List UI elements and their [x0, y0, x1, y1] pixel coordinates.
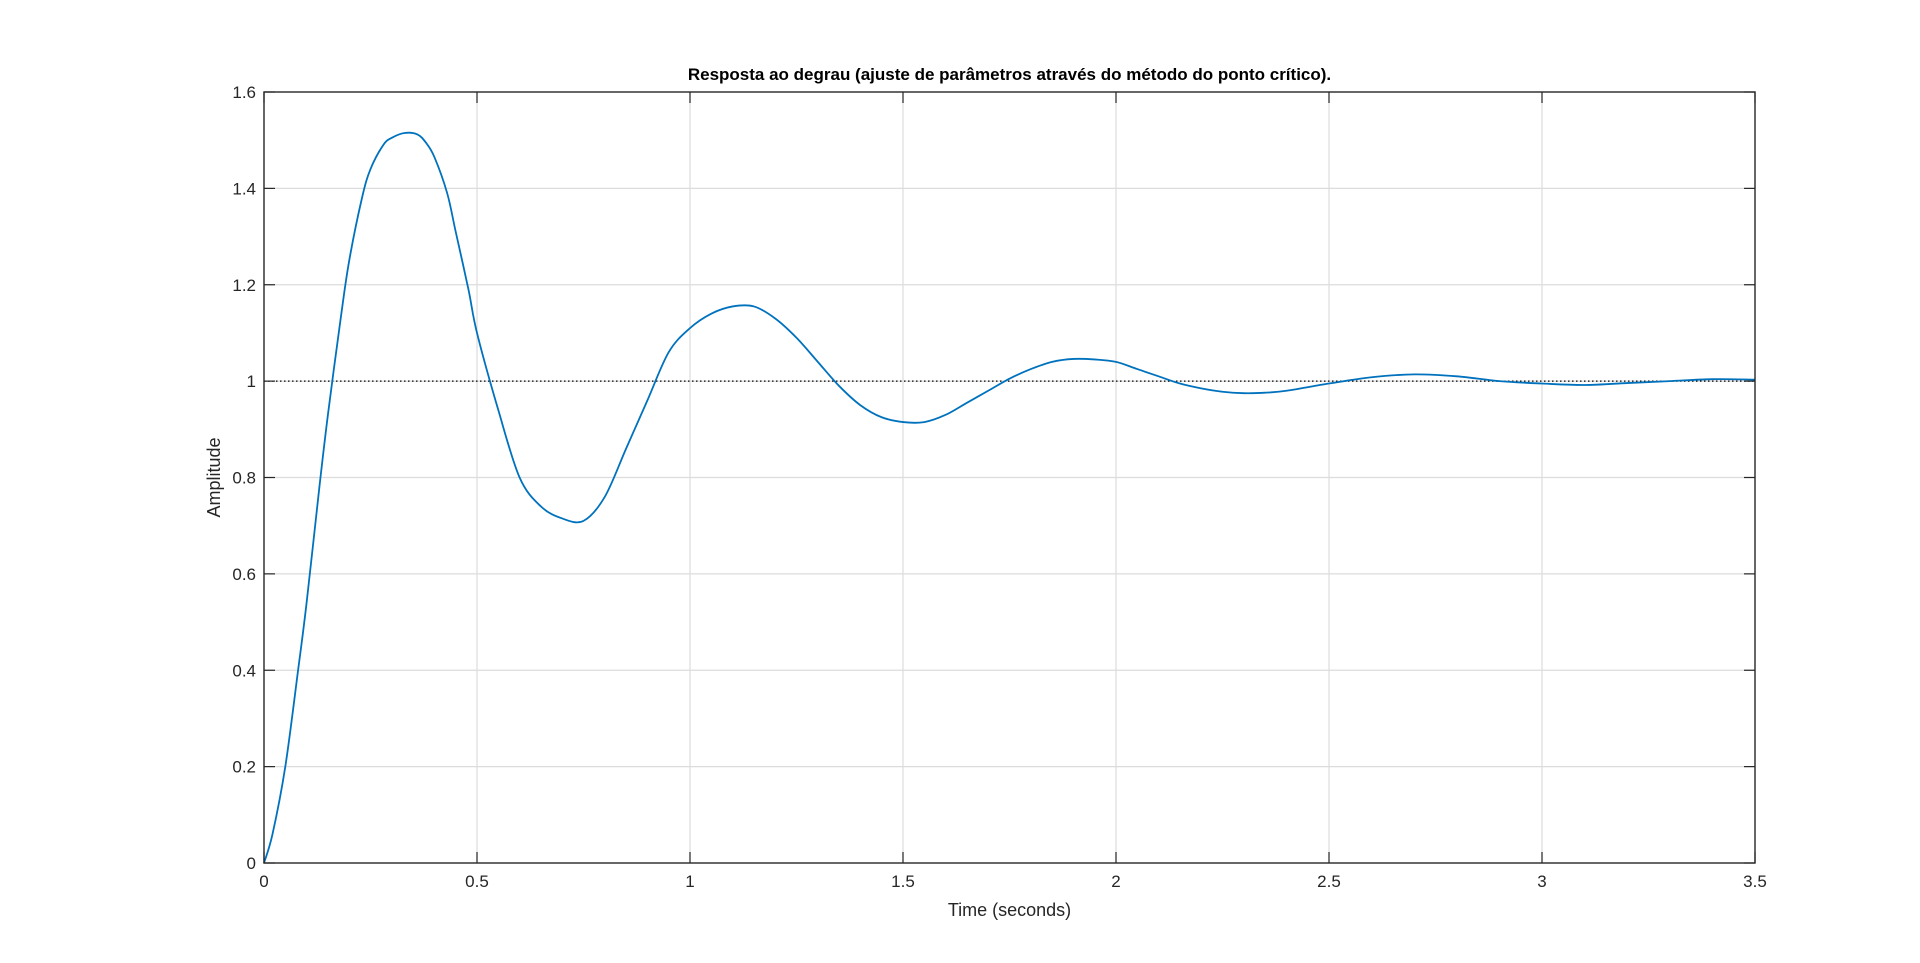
y-tick-label: 1.2 — [232, 276, 256, 295]
tick-marks — [263, 91, 1756, 864]
y-axis-label: Amplitude — [204, 437, 224, 517]
x-tick-label: 0 — [259, 872, 268, 891]
y-tick-label: 0.4 — [232, 661, 256, 680]
y-tick-label: 1 — [247, 372, 256, 391]
chart-title: Resposta ao degrau (ajuste de parâmetros… — [688, 65, 1331, 84]
y-tick-label: 0.8 — [232, 469, 256, 488]
x-tick-label: 3 — [1537, 872, 1546, 891]
x-tick-label: 2 — [1111, 872, 1120, 891]
x-tick-label: 1.5 — [891, 872, 915, 891]
y-tick-label: 1.6 — [232, 83, 256, 102]
y-tick-label: 0 — [247, 854, 256, 873]
grid-lines — [264, 92, 1755, 863]
y-tick-labels: 0 0.2 0.4 0.6 0.8 1 1.2 1.4 1.6 — [232, 83, 256, 873]
x-tick-label: 3.5 — [1743, 872, 1767, 891]
x-tick-label: 1 — [685, 872, 694, 891]
x-tick-label: 2.5 — [1317, 872, 1341, 891]
y-tick-label: 0.6 — [232, 565, 256, 584]
x-axis-label: Time (seconds) — [948, 900, 1071, 920]
x-tick-label: 0.5 — [465, 872, 489, 891]
x-tick-labels: 0 0.5 1 1.5 2 2.5 3 3.5 — [259, 872, 1767, 891]
step-response-line — [263, 131, 1756, 864]
y-tick-label: 1.4 — [232, 179, 256, 198]
y-tick-label: 0.2 — [232, 758, 256, 777]
